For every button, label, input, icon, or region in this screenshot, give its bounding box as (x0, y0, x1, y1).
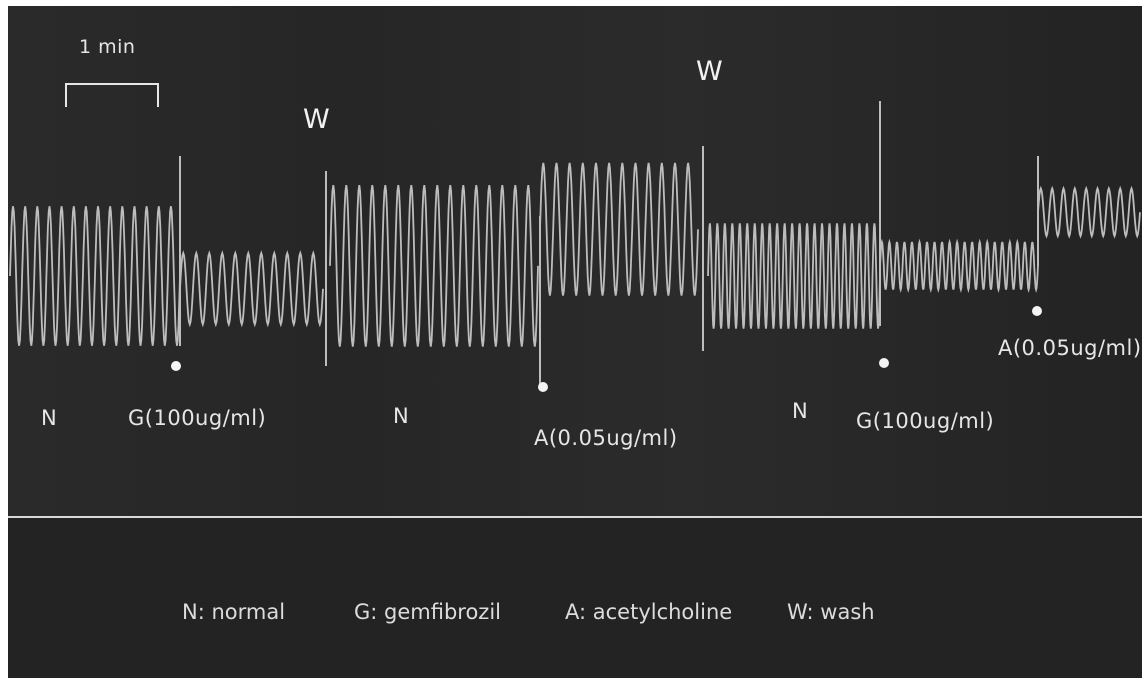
segment-label-normal-3: N (792, 399, 809, 423)
legend-divider (8, 516, 1142, 518)
trace-segment-6 (879, 238, 1039, 293)
drug-marker-dot-3 (879, 358, 889, 368)
time-scale-label: 1 min (79, 36, 136, 58)
drug-marker-label-2: A(0.05ug/ml) (534, 426, 678, 450)
trace-canvas (9, 101, 1141, 386)
legend-item-wash: W: wash (787, 600, 875, 624)
recording-figure: 1 min N G(100ug/ml) N A(0.05ug/ml) N G(1… (8, 6, 1142, 678)
legend-item-gemfibrozil: G: gemfibrozil (354, 600, 501, 624)
drug-marker-dot-4 (1032, 306, 1042, 316)
drug-marker-label-1: G(100ug/ml) (128, 406, 267, 430)
drug-marker-label-4: A(0.05ug/ml) (998, 336, 1142, 360)
segment-label-normal-2: N (393, 404, 410, 428)
legend: N: normal G: gemfibrozil A: acetylcholin… (8, 518, 1142, 678)
drug-marker-label-3: G(100ug/ml) (856, 409, 995, 433)
trace-segment-1 (9, 206, 181, 346)
wash-label-2: W (696, 56, 723, 87)
legend-item-normal: N: normal (182, 600, 286, 624)
time-scale-bar (65, 83, 159, 107)
trace-segment-5 (707, 223, 881, 329)
trace-segment-2 (179, 250, 324, 328)
legend-item-acetylcholine: A: acetylcholine (565, 600, 733, 624)
segment-label-normal-1: N (41, 406, 58, 430)
trace-segment-7 (1037, 185, 1141, 239)
trace-segment-4 (539, 162, 699, 296)
trace-segment-3 (329, 184, 539, 347)
drug-marker-dot-1 (171, 361, 181, 371)
drug-marker-dot-2 (538, 382, 548, 392)
wash-label-1: W (303, 104, 330, 135)
